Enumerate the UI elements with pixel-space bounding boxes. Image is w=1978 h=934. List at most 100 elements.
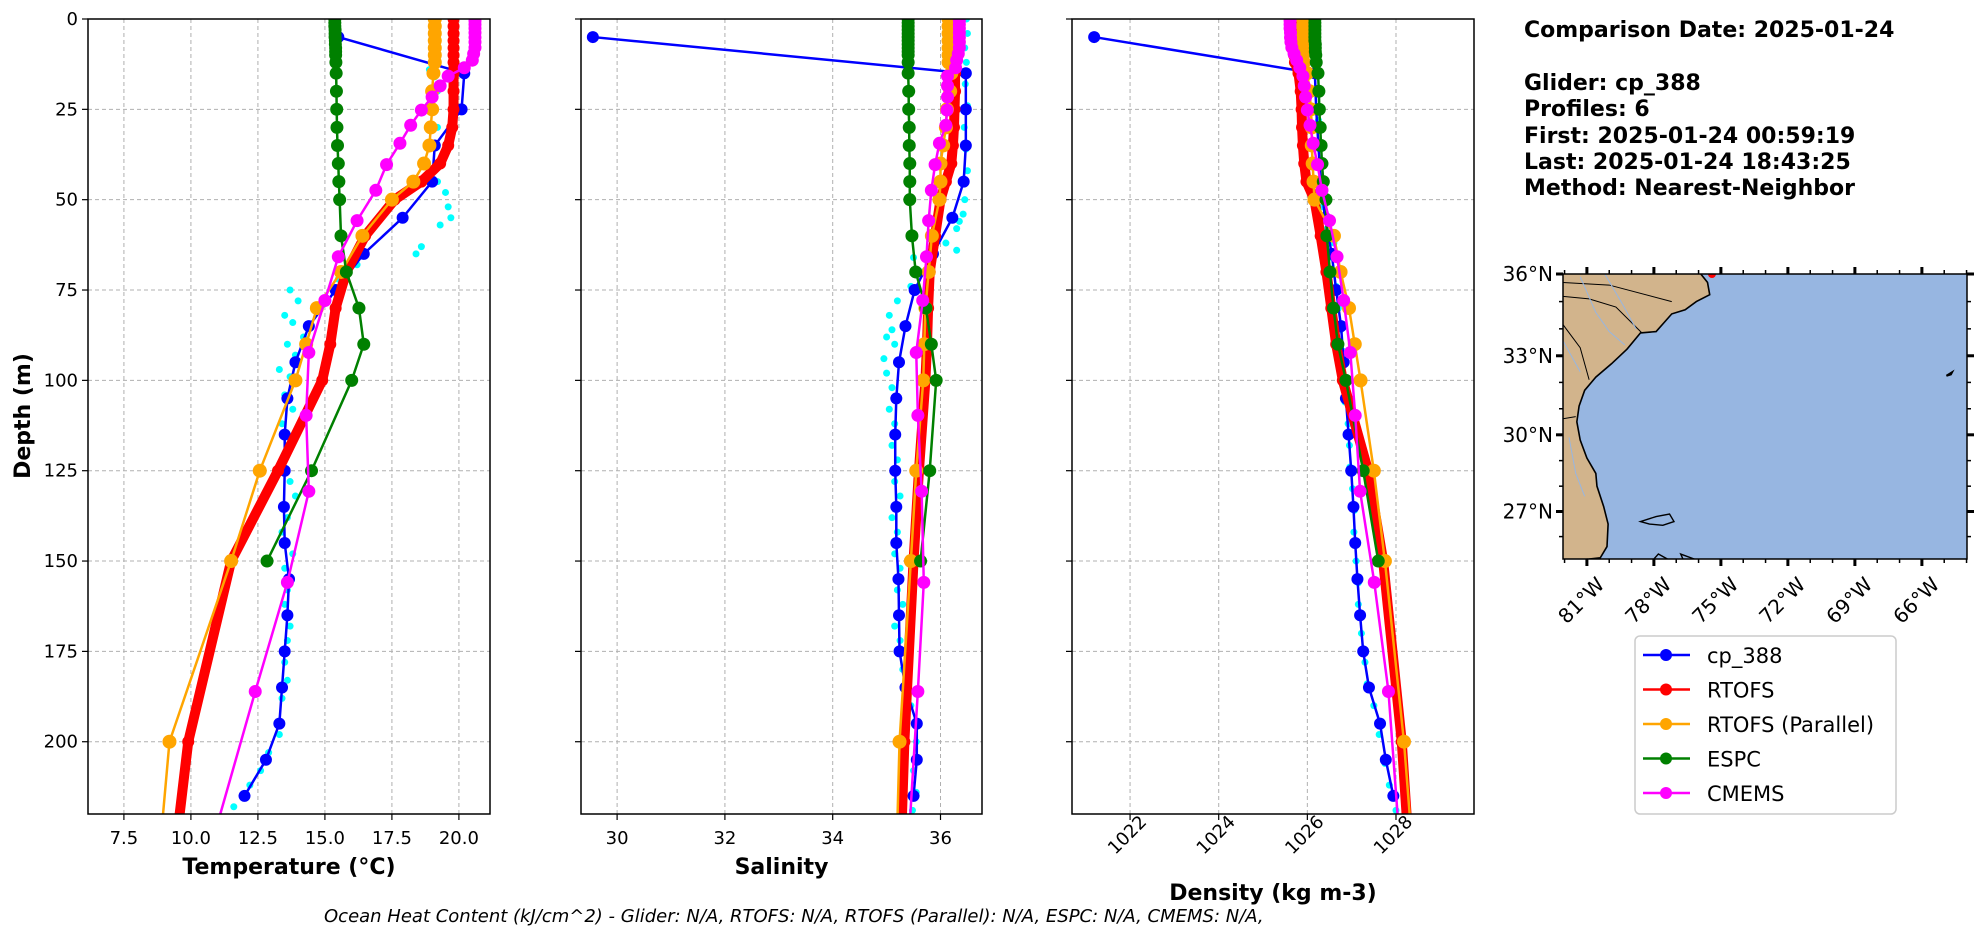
data-point — [1315, 183, 1329, 197]
data-point — [899, 320, 912, 333]
data-point — [280, 575, 294, 589]
glider-raw-point — [942, 239, 950, 247]
data-point — [890, 392, 903, 405]
data-point — [277, 500, 290, 513]
data-point — [1323, 214, 1337, 228]
data-point — [1306, 136, 1320, 150]
lon-tick-label: 75°W — [1687, 572, 1743, 628]
legend-item: cp_388 — [1643, 644, 1782, 669]
series-line — [592, 35, 968, 797]
series-espc — [260, 19, 371, 568]
lon-tick-label: 72°W — [1754, 572, 1810, 628]
data-point — [329, 302, 342, 315]
legend-marker — [1660, 683, 1672, 696]
data-point — [406, 174, 421, 189]
data-point — [1303, 118, 1317, 132]
data-point — [331, 250, 345, 264]
data-point — [357, 337, 371, 351]
data-point — [1296, 69, 1310, 83]
data-point — [339, 265, 353, 279]
y-tick-label: 150 — [44, 551, 78, 572]
series-espc — [1308, 19, 1385, 568]
glider-raw-point — [444, 203, 452, 211]
data-point — [1311, 158, 1325, 172]
data-point — [941, 69, 955, 83]
data-point — [586, 31, 599, 44]
data-point — [318, 294, 332, 308]
axes-frame — [580, 18, 983, 815]
data-point — [345, 373, 359, 387]
glider-raw-point — [953, 225, 961, 233]
data-point — [924, 337, 938, 351]
data-point — [281, 609, 294, 622]
data-point — [273, 717, 286, 730]
data-point — [441, 69, 455, 83]
data-point — [1381, 684, 1395, 698]
data-point — [1088, 31, 1101, 44]
data-point — [1347, 500, 1360, 513]
data-point — [916, 373, 931, 388]
river — [1604, 274, 1637, 330]
glider-raw-point — [294, 297, 302, 305]
data-point — [1309, 55, 1323, 69]
data-point — [1353, 373, 1368, 388]
data-point — [959, 139, 972, 152]
panel-salinity: 30 32 34 36 Salinity — [575, 18, 983, 880]
data-point — [224, 554, 239, 569]
data-point — [331, 157, 345, 171]
data-point — [1366, 463, 1381, 478]
data-point — [892, 609, 905, 622]
x-tick-label: 32 — [713, 828, 736, 849]
data-point — [922, 214, 936, 228]
data-point — [1367, 575, 1381, 589]
x-tick-label: 1022 — [1104, 812, 1151, 859]
data-point — [1348, 408, 1362, 422]
data-point — [272, 464, 285, 477]
data-point — [162, 734, 177, 749]
plot-area — [1088, 19, 1420, 928]
data-point — [903, 817, 916, 830]
data-point — [939, 118, 953, 132]
info-first: First: 2025-01-24 00:59:19 — [1524, 124, 1855, 149]
ocean-heat-content-footer: Ocean Heat Content (kJ/cm^2) - Glider: N… — [324, 906, 1264, 927]
x-tick-label: 36 — [929, 828, 952, 849]
series-cmems — [218, 19, 482, 814]
data-point — [903, 175, 917, 189]
data-point — [427, 55, 442, 70]
data-point — [324, 338, 337, 351]
island-bahamas — [1652, 553, 1669, 559]
y-tick-label: 25 — [55, 99, 78, 120]
glider-raw-point — [888, 441, 896, 449]
glider-raw-point — [230, 803, 238, 811]
glider-raw-point — [959, 210, 967, 218]
glider-raw-point — [286, 286, 294, 294]
x-axis-label: Density (kg m-3) — [1169, 881, 1377, 906]
data-point — [903, 157, 917, 171]
legend-item: RTOFS (Parallel) — [1643, 713, 1874, 737]
data-point — [252, 463, 267, 478]
info-glider: Glider: cp_388 — [1524, 71, 1701, 96]
data-point — [1307, 192, 1322, 207]
legend-label: cp_388 — [1707, 644, 1782, 669]
data-point — [901, 66, 915, 80]
data-point — [329, 55, 343, 69]
data-point — [928, 158, 942, 172]
glider-raw-point — [888, 326, 896, 334]
data-point — [932, 136, 946, 150]
data-point — [1311, 66, 1325, 80]
data-point — [426, 66, 441, 81]
data-point — [182, 735, 195, 748]
data-point — [1323, 265, 1337, 279]
state-border — [1563, 295, 1642, 333]
y-tick-label: 125 — [44, 461, 78, 482]
series-cmems — [903, 19, 966, 830]
legend-item: CMEMS — [1643, 782, 1785, 806]
lat-tick-label: 27°N — [1503, 499, 1553, 523]
legend-marker — [1660, 787, 1672, 799]
data-point — [903, 193, 917, 207]
data-point — [1408, 916, 1420, 928]
data-point — [909, 346, 923, 360]
data-point — [903, 554, 918, 569]
data-point — [1343, 346, 1357, 360]
